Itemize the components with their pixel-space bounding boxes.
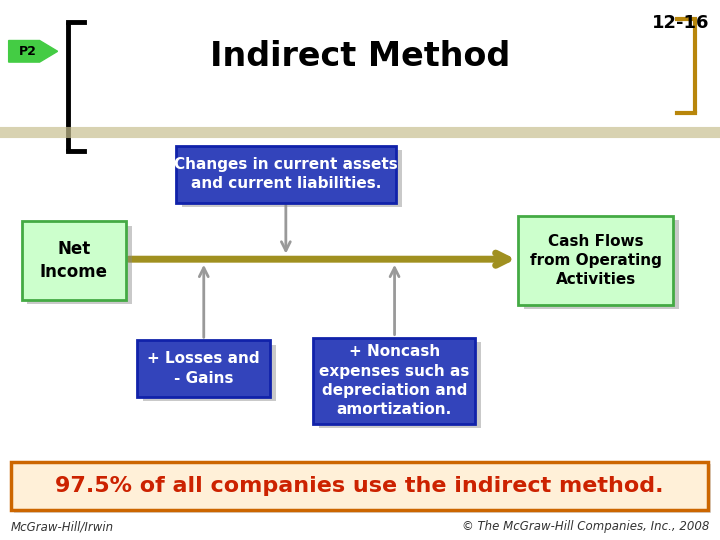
Text: © The McGraw-Hill Companies, Inc., 2008: © The McGraw-Hill Companies, Inc., 2008: [462, 520, 709, 533]
FancyBboxPatch shape: [27, 226, 132, 304]
Text: Indirect Method: Indirect Method: [210, 40, 510, 73]
FancyBboxPatch shape: [319, 342, 481, 428]
Text: Net
Income: Net Income: [40, 240, 108, 281]
FancyBboxPatch shape: [137, 340, 270, 397]
Text: Cash Flows
from Operating
Activities: Cash Flows from Operating Activities: [530, 234, 662, 287]
FancyBboxPatch shape: [14, 464, 711, 513]
Text: 12-16: 12-16: [652, 14, 709, 31]
FancyBboxPatch shape: [22, 221, 126, 300]
FancyArrow shape: [9, 40, 58, 62]
FancyBboxPatch shape: [524, 220, 679, 309]
Text: P2: P2: [19, 45, 36, 58]
FancyBboxPatch shape: [11, 462, 708, 510]
Text: + Losses and
- Gains: + Losses and - Gains: [147, 352, 260, 386]
FancyBboxPatch shape: [143, 345, 276, 401]
Text: 97.5% of all companies use the indirect method.: 97.5% of all companies use the indirect …: [55, 476, 664, 496]
FancyBboxPatch shape: [182, 150, 402, 207]
Text: Changes in current assets
and current liabilities.: Changes in current assets and current li…: [174, 157, 398, 191]
Text: McGraw-Hill/Irwin: McGraw-Hill/Irwin: [11, 520, 114, 533]
Text: + Noncash
expenses such as
depreciation and
amortization.: + Noncash expenses such as depreciation …: [319, 345, 469, 417]
FancyBboxPatch shape: [313, 338, 475, 424]
FancyBboxPatch shape: [176, 146, 396, 202]
FancyBboxPatch shape: [518, 216, 673, 305]
